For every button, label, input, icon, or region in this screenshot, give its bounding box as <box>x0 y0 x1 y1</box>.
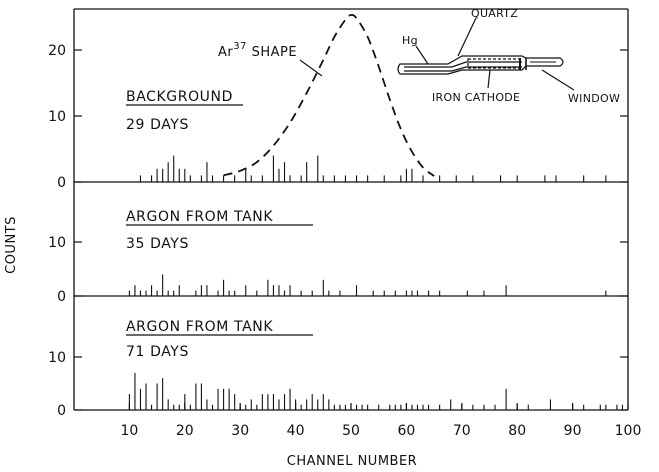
panel-1-subtitle: 29 DAYS <box>126 117 189 133</box>
panel-argon35-labels: ARGON FROM TANK 35 DAYS <box>126 209 313 252</box>
x-tick-label: 50 <box>342 423 360 439</box>
y-tick-label: 0 <box>57 289 66 305</box>
x-tick-label: 10 <box>120 423 138 439</box>
panel-background-labels: BACKGROUND 29 DAYS <box>126 89 243 133</box>
x-tick-label: 80 <box>508 423 526 439</box>
y-axis-label: COUNTS <box>4 216 19 274</box>
y-tick-label: 10 <box>48 350 66 366</box>
bar-marks <box>128 155 624 410</box>
x-tick-label: 60 <box>397 423 415 439</box>
x-tick-label: 70 <box>453 423 471 439</box>
inset-label-window: WINDOW <box>568 92 620 105</box>
x-tick-label: 90 <box>564 423 582 439</box>
x-tick-label: 40 <box>287 423 305 439</box>
inset-label-cathode: IRON CATHODE <box>432 91 520 104</box>
y-tick-label: 0 <box>57 175 66 191</box>
y-tick-label: 20 <box>48 43 66 59</box>
panel-1-title: BACKGROUND <box>126 89 233 105</box>
inset-label-quartz: QUARTZ <box>471 7 518 20</box>
counter-inset: Hg QUARTZ WINDOW IRON CATHODE <box>397 7 620 105</box>
inset-label-hg: Hg <box>402 34 418 47</box>
counter-tube-drawing <box>397 17 575 91</box>
x-axis-label: CHANNEL NUMBER <box>287 454 417 469</box>
x-tick-label: 20 <box>176 423 194 439</box>
shape-annotation: Ar37 SHAPE <box>218 41 323 77</box>
panel-3-subtitle: 71 DAYS <box>126 344 189 360</box>
shape-leader-line <box>299 59 323 77</box>
y-tick-label: 10 <box>48 109 66 125</box>
shape-curve-label-superscript: 37 <box>233 41 247 52</box>
panel-3-title: ARGON FROM TANK <box>126 319 273 335</box>
x-tick-label: 100 <box>615 423 642 439</box>
y-tick-label: 10 <box>48 235 66 251</box>
panel-2-title: ARGON FROM TANK <box>126 209 273 225</box>
x-tick-label: 30 <box>231 423 249 439</box>
shape-curve-label: Ar37 SHAPE <box>218 41 297 60</box>
y-tick-label: 0 <box>57 403 66 419</box>
panel-2-subtitle: 35 DAYS <box>126 236 189 252</box>
panel-argon71-labels: ARGON FROM TANK 71 DAYS <box>126 319 313 360</box>
